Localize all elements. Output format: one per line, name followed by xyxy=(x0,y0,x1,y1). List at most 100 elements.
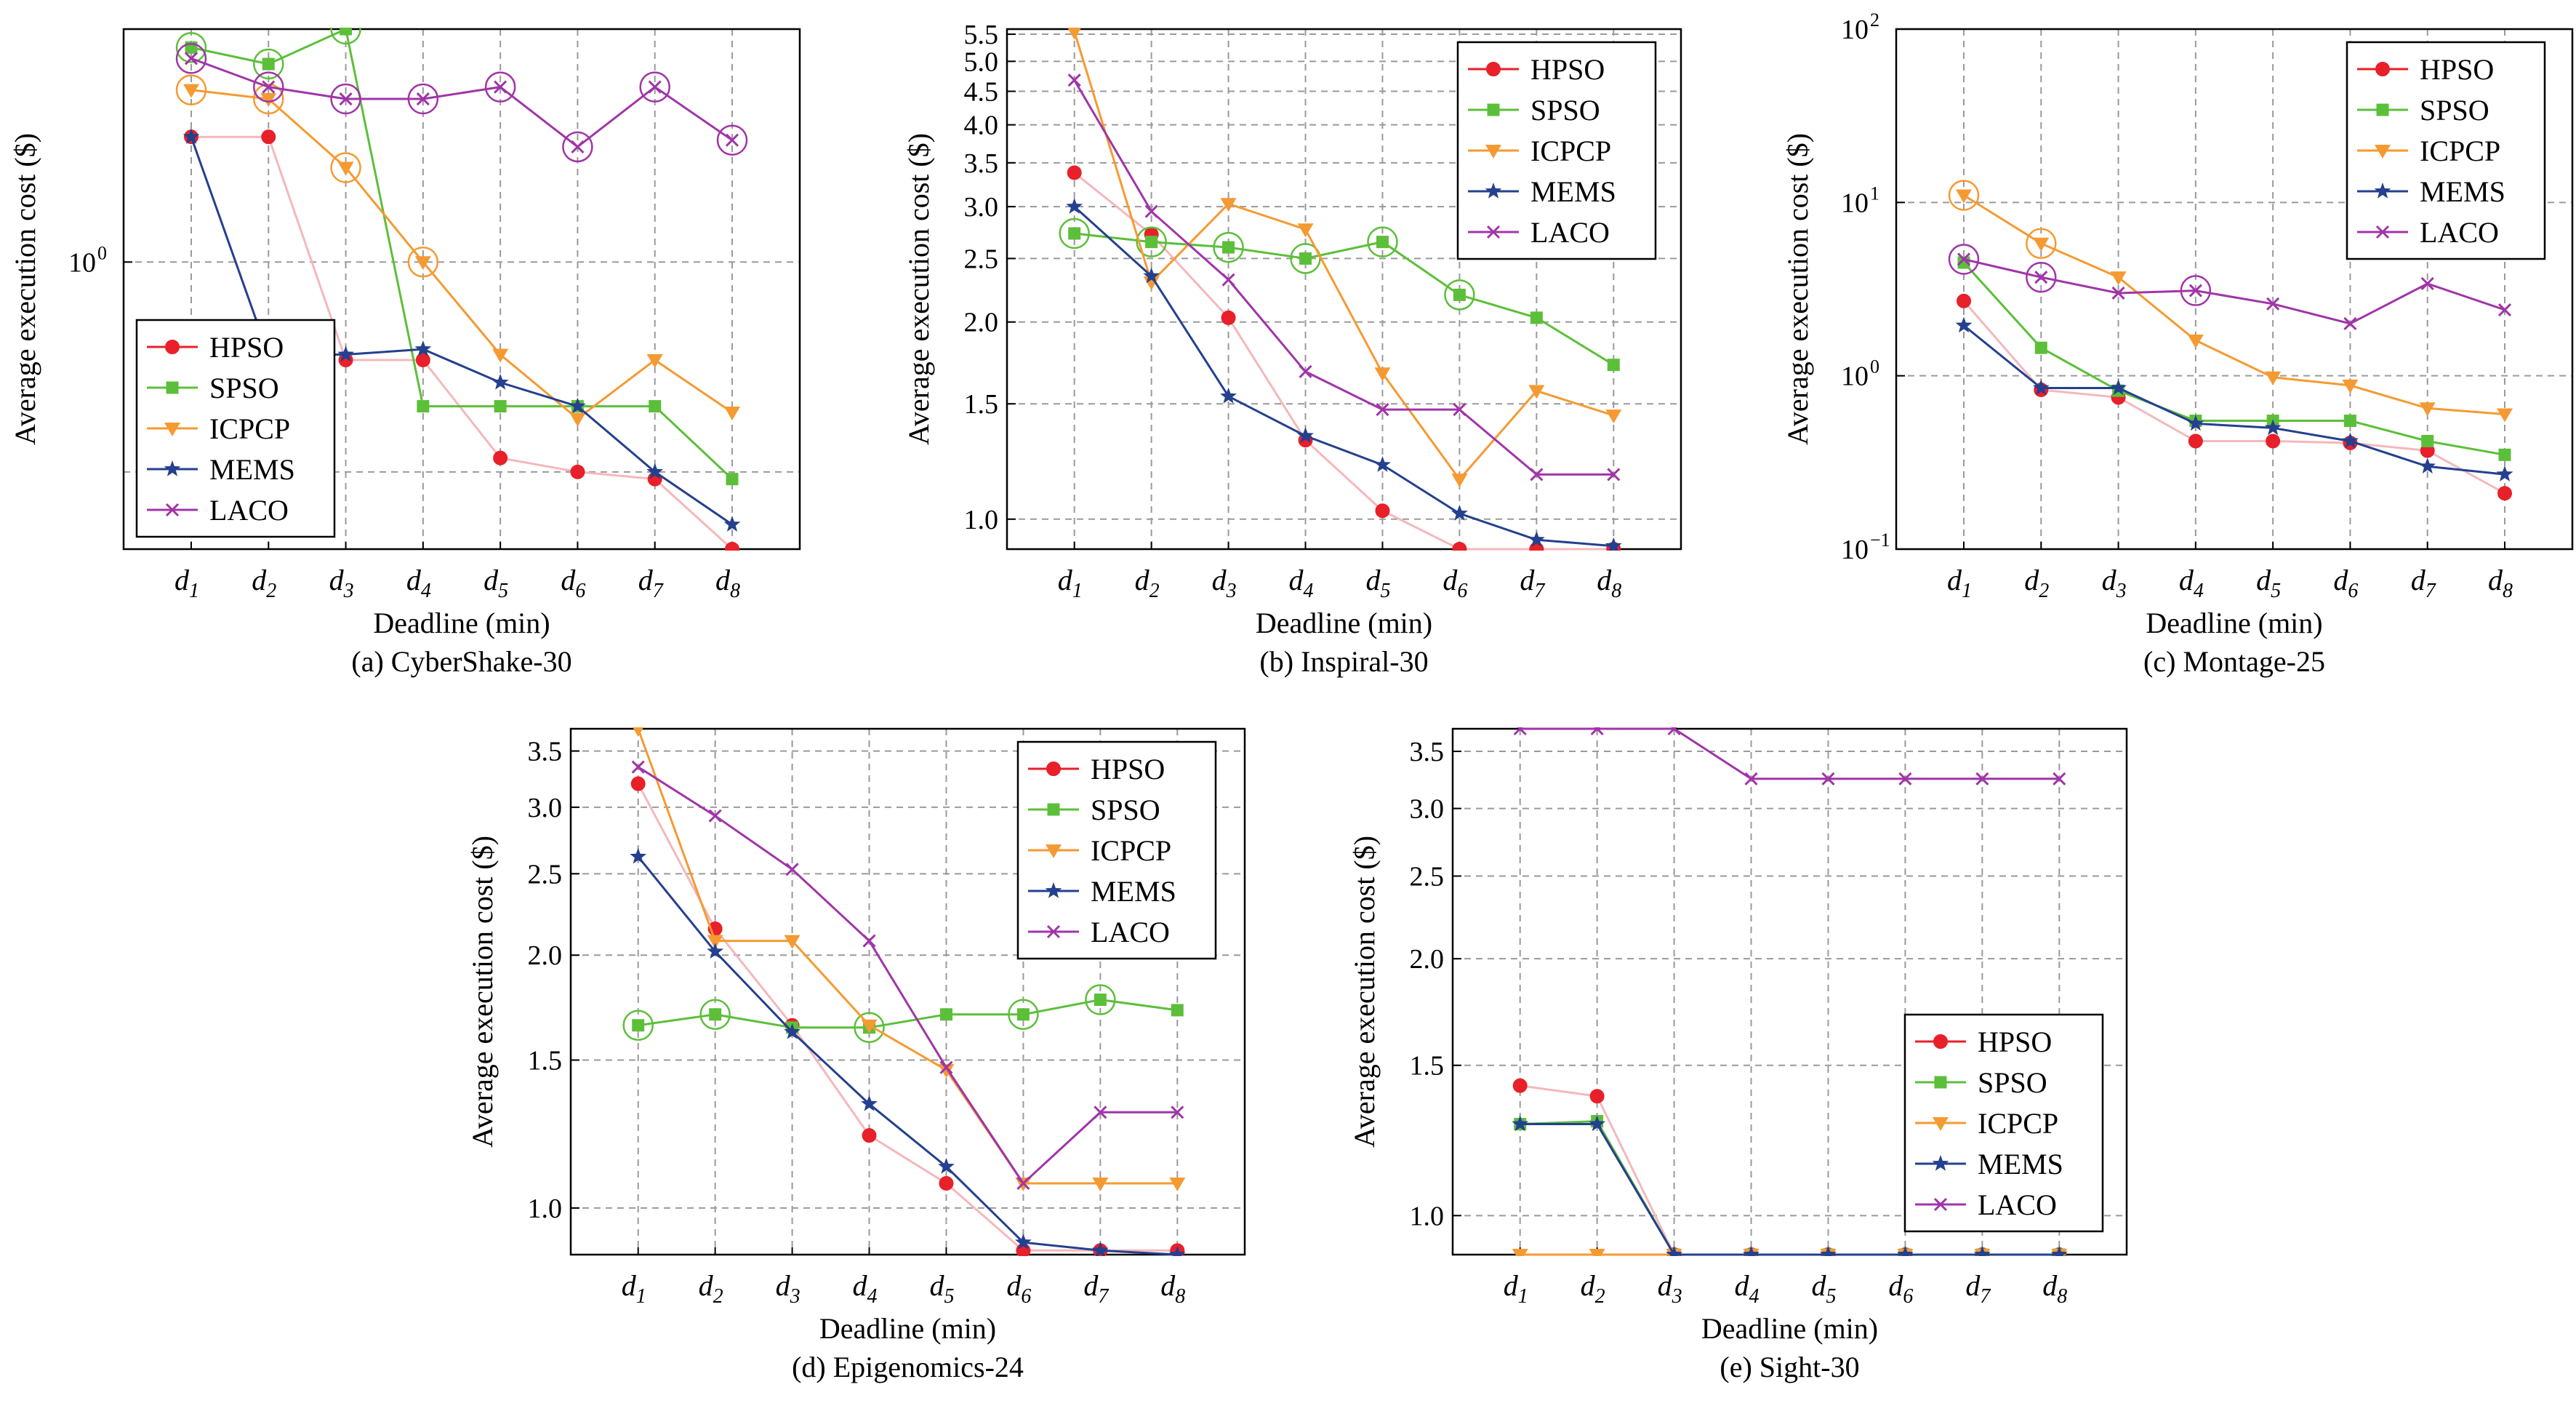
data-point-mems xyxy=(723,516,741,532)
x-tick-label: d2 xyxy=(2024,564,2049,602)
data-point-laco xyxy=(1590,727,1604,736)
y-tick-label: 5.0 xyxy=(964,47,999,77)
legend-marker-mems xyxy=(164,460,181,476)
data-point-icpcp xyxy=(2110,271,2127,286)
data-point-icpcp xyxy=(2033,237,2050,252)
x-tick-label: d7 xyxy=(638,564,664,602)
chart-panel-1: d1 d2 d3 d4 d5 d6 d7 d8 10 0 Deadline (min) Average… xyxy=(9,28,801,678)
x-axis-label: Deadline (min) xyxy=(1256,607,1432,639)
data-point-mems xyxy=(1143,267,1160,284)
legend-marker-laco xyxy=(1933,1197,1948,1212)
data-point-laco xyxy=(1530,468,1544,481)
data-point-mems xyxy=(1451,505,1468,521)
data-point-mems xyxy=(1091,1242,1109,1256)
x-tick-label: d6 xyxy=(1888,1269,1913,1308)
legend-label-hpso: HPSO xyxy=(1530,53,1605,86)
legend-marker-icpcp xyxy=(1485,145,1501,159)
data-point-hpso xyxy=(1957,293,1971,308)
chart-panel-5: d1 d2 d3 d4 d5 d6 d7 d8 1.0 1.5 2.0 2.5 3.0 3.5 Deadli… xyxy=(1348,727,2128,1383)
data-point-spso xyxy=(1299,252,1312,265)
data-point-laco xyxy=(1607,468,1621,481)
data-point-laco xyxy=(1067,73,1081,87)
highlight-circle xyxy=(562,131,593,163)
x-tick-label: d5 xyxy=(2256,564,2281,602)
data-point-mems xyxy=(2419,457,2436,473)
data-point-icpcp xyxy=(569,412,586,427)
legend-label-icpcp: ICPCP xyxy=(209,412,290,445)
data-point-laco xyxy=(939,1060,953,1074)
data-point-laco xyxy=(1898,772,1912,786)
legend-marker-mems xyxy=(1045,882,1062,898)
highlight-circle xyxy=(407,83,439,115)
highlight-circle xyxy=(1008,999,1039,1031)
legend-marker-icpcp xyxy=(1933,1117,1949,1131)
legend-label-icpcp: ICPCP xyxy=(1530,135,1611,167)
y-tick-label: 1.0 xyxy=(964,505,999,535)
data-point-laco xyxy=(1094,1106,1107,1119)
series-line-hpso xyxy=(191,135,734,551)
legend-marker-hpso xyxy=(165,340,180,354)
data-point-spso xyxy=(340,28,353,36)
legend-marker-laco xyxy=(2375,225,2390,239)
data-point-laco xyxy=(1667,727,1681,736)
y-tick-label: 2.5 xyxy=(964,244,999,274)
data-point-laco xyxy=(1821,772,1835,786)
series-line-laco xyxy=(1520,727,2060,780)
data-point-hpso xyxy=(1512,1078,1528,1093)
data-point-mems xyxy=(1168,1246,1186,1256)
x-tick-label: d4 xyxy=(2179,564,2204,602)
data-point-laco xyxy=(2497,303,2512,317)
x-tick-label: d4 xyxy=(1289,564,1314,602)
x-tick-label: d2 xyxy=(252,564,276,602)
legend-marker-icpcp xyxy=(2375,145,2391,159)
y-tick-label: 2.5 xyxy=(1410,861,1445,892)
data-point-laco xyxy=(785,863,799,876)
data-point-icpcp xyxy=(1169,1177,1186,1191)
x-tick-label: d3 xyxy=(1212,564,1237,602)
legend-marker-hpso xyxy=(1486,62,1501,76)
data-point-icpcp xyxy=(337,161,354,176)
plot-frame xyxy=(1006,28,1682,551)
highlight-circle xyxy=(622,1010,654,1041)
data-point-laco xyxy=(1453,403,1466,417)
highlight-circle xyxy=(175,43,207,74)
data-point-laco xyxy=(2266,297,2280,311)
data-point-mems xyxy=(569,397,586,414)
data-point-icpcp xyxy=(2342,379,2359,393)
legend-marker-hpso xyxy=(1046,762,1061,776)
x-tick-label: d7 xyxy=(1965,1269,1991,1308)
legend-label-mems: MEMS xyxy=(1530,175,1616,208)
data-point-spso xyxy=(494,400,507,413)
data-point-spso xyxy=(2421,434,2434,447)
x-tick-label: d3 xyxy=(2102,564,2127,602)
legend-marker-icpcp xyxy=(1046,844,1062,858)
legend-marker-hpso xyxy=(1933,1034,1948,1049)
x-tick-label: d2 xyxy=(1581,1269,1605,1308)
y-tick-label: 5.5 xyxy=(964,20,999,50)
y-tick-label: 10 xyxy=(1841,15,1869,45)
legend-label-spso: SPSO xyxy=(1530,94,1600,127)
y-tick-exponent: 0 xyxy=(97,242,107,263)
data-point-icpcp xyxy=(1528,385,1545,399)
data-point-laco xyxy=(416,92,430,106)
data-point-mems xyxy=(337,345,354,362)
y-axis-label: Average execution cost ($) xyxy=(1348,836,1381,1148)
legend-label-mems: MEMS xyxy=(1978,1148,2063,1180)
x-tick-label: d8 xyxy=(715,564,740,602)
legend-marker-mems xyxy=(1932,1155,1949,1171)
plot-area xyxy=(1948,180,2513,501)
data-point-hpso xyxy=(939,1175,954,1191)
highlight-circle xyxy=(2026,228,2057,259)
data-point-spso xyxy=(2034,341,2047,354)
series-line-laco xyxy=(1963,258,2505,325)
data-point-laco xyxy=(1744,772,1758,786)
series-line-mems xyxy=(637,855,1178,1256)
data-point-hpso xyxy=(1375,503,1390,519)
data-point-laco xyxy=(1221,273,1235,287)
data-point-laco xyxy=(1513,727,1527,736)
data-point-laco xyxy=(1376,403,1389,417)
series-line-laco xyxy=(190,57,733,148)
data-point-laco xyxy=(494,80,507,94)
legend-marker-mems xyxy=(1485,183,1502,199)
